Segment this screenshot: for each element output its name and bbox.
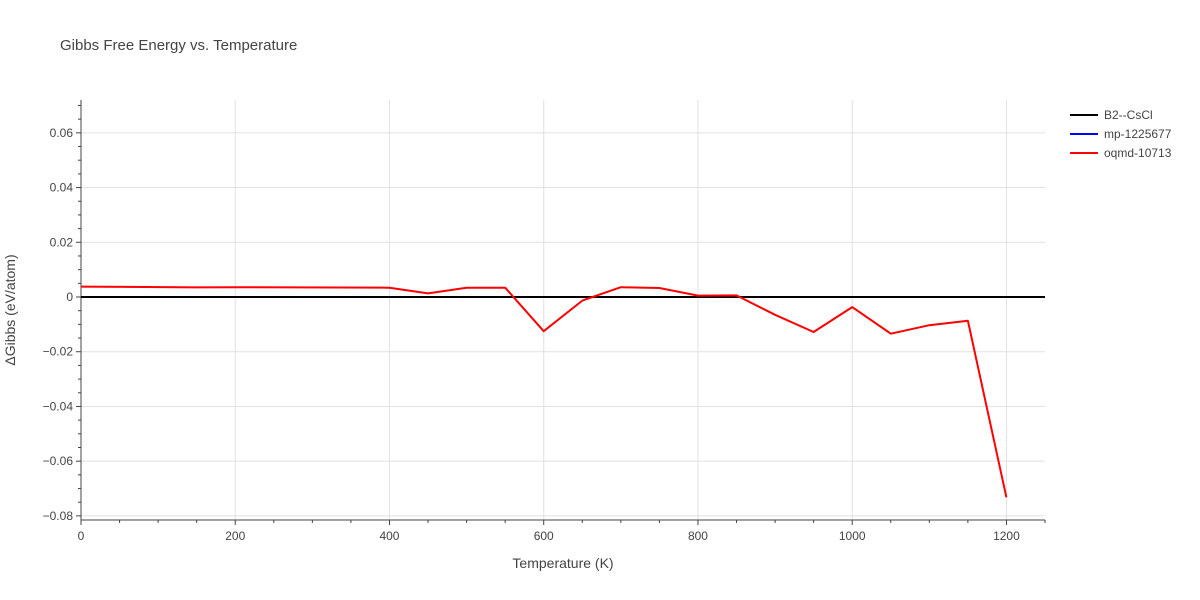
legend-item[interactable]: mp-1225677 (1070, 127, 1172, 141)
y-tick-label: −0.06 (43, 454, 74, 468)
y-tick-label: 0 (66, 290, 73, 304)
legend-label: oqmd-10713 (1104, 146, 1172, 160)
legend-item[interactable]: B2--CsCl (1070, 108, 1153, 122)
series-layer (80, 285, 1045, 498)
x-axis-title: Temperature (K) (512, 555, 613, 571)
x-tick-label: 1000 (839, 529, 866, 543)
series-line-oqmd-10713[interactable] (80, 285, 1008, 498)
legend-label: mp-1225677 (1104, 127, 1172, 141)
x-tick-label: 200 (225, 529, 245, 543)
legend-label: B2--CsCl (1104, 108, 1153, 122)
legend: B2--CsCl mp-1225677 oqmd-10713 (1070, 108, 1172, 160)
x-tick-label: 400 (379, 529, 399, 543)
grid-layer (80, 100, 1045, 520)
y-tick-label: 0.02 (50, 235, 74, 249)
legend-item[interactable]: oqmd-10713 (1070, 146, 1172, 160)
y-tick-label: 0.04 (50, 181, 74, 195)
y-tick-label: 0.06 (50, 126, 74, 140)
y-tick-label: −0.04 (43, 399, 74, 413)
x-tick-label: 0 (78, 529, 85, 543)
x-tick-label: 1200 (993, 529, 1020, 543)
x-tick-label: 600 (534, 529, 554, 543)
y-axis-title: ΔGibbs (eV/atom) (2, 254, 18, 365)
x-tick-label: 800 (688, 529, 708, 543)
y-tick-label: −0.08 (43, 509, 74, 523)
chart-title: Gibbs Free Energy vs. Temperature (60, 37, 297, 54)
axis-layer: 0 200 400 600 800 1000 1200 −0.08 −0.06 −0.04 −0.0… (43, 100, 1046, 543)
y-tick-label: −0.02 (43, 345, 74, 359)
